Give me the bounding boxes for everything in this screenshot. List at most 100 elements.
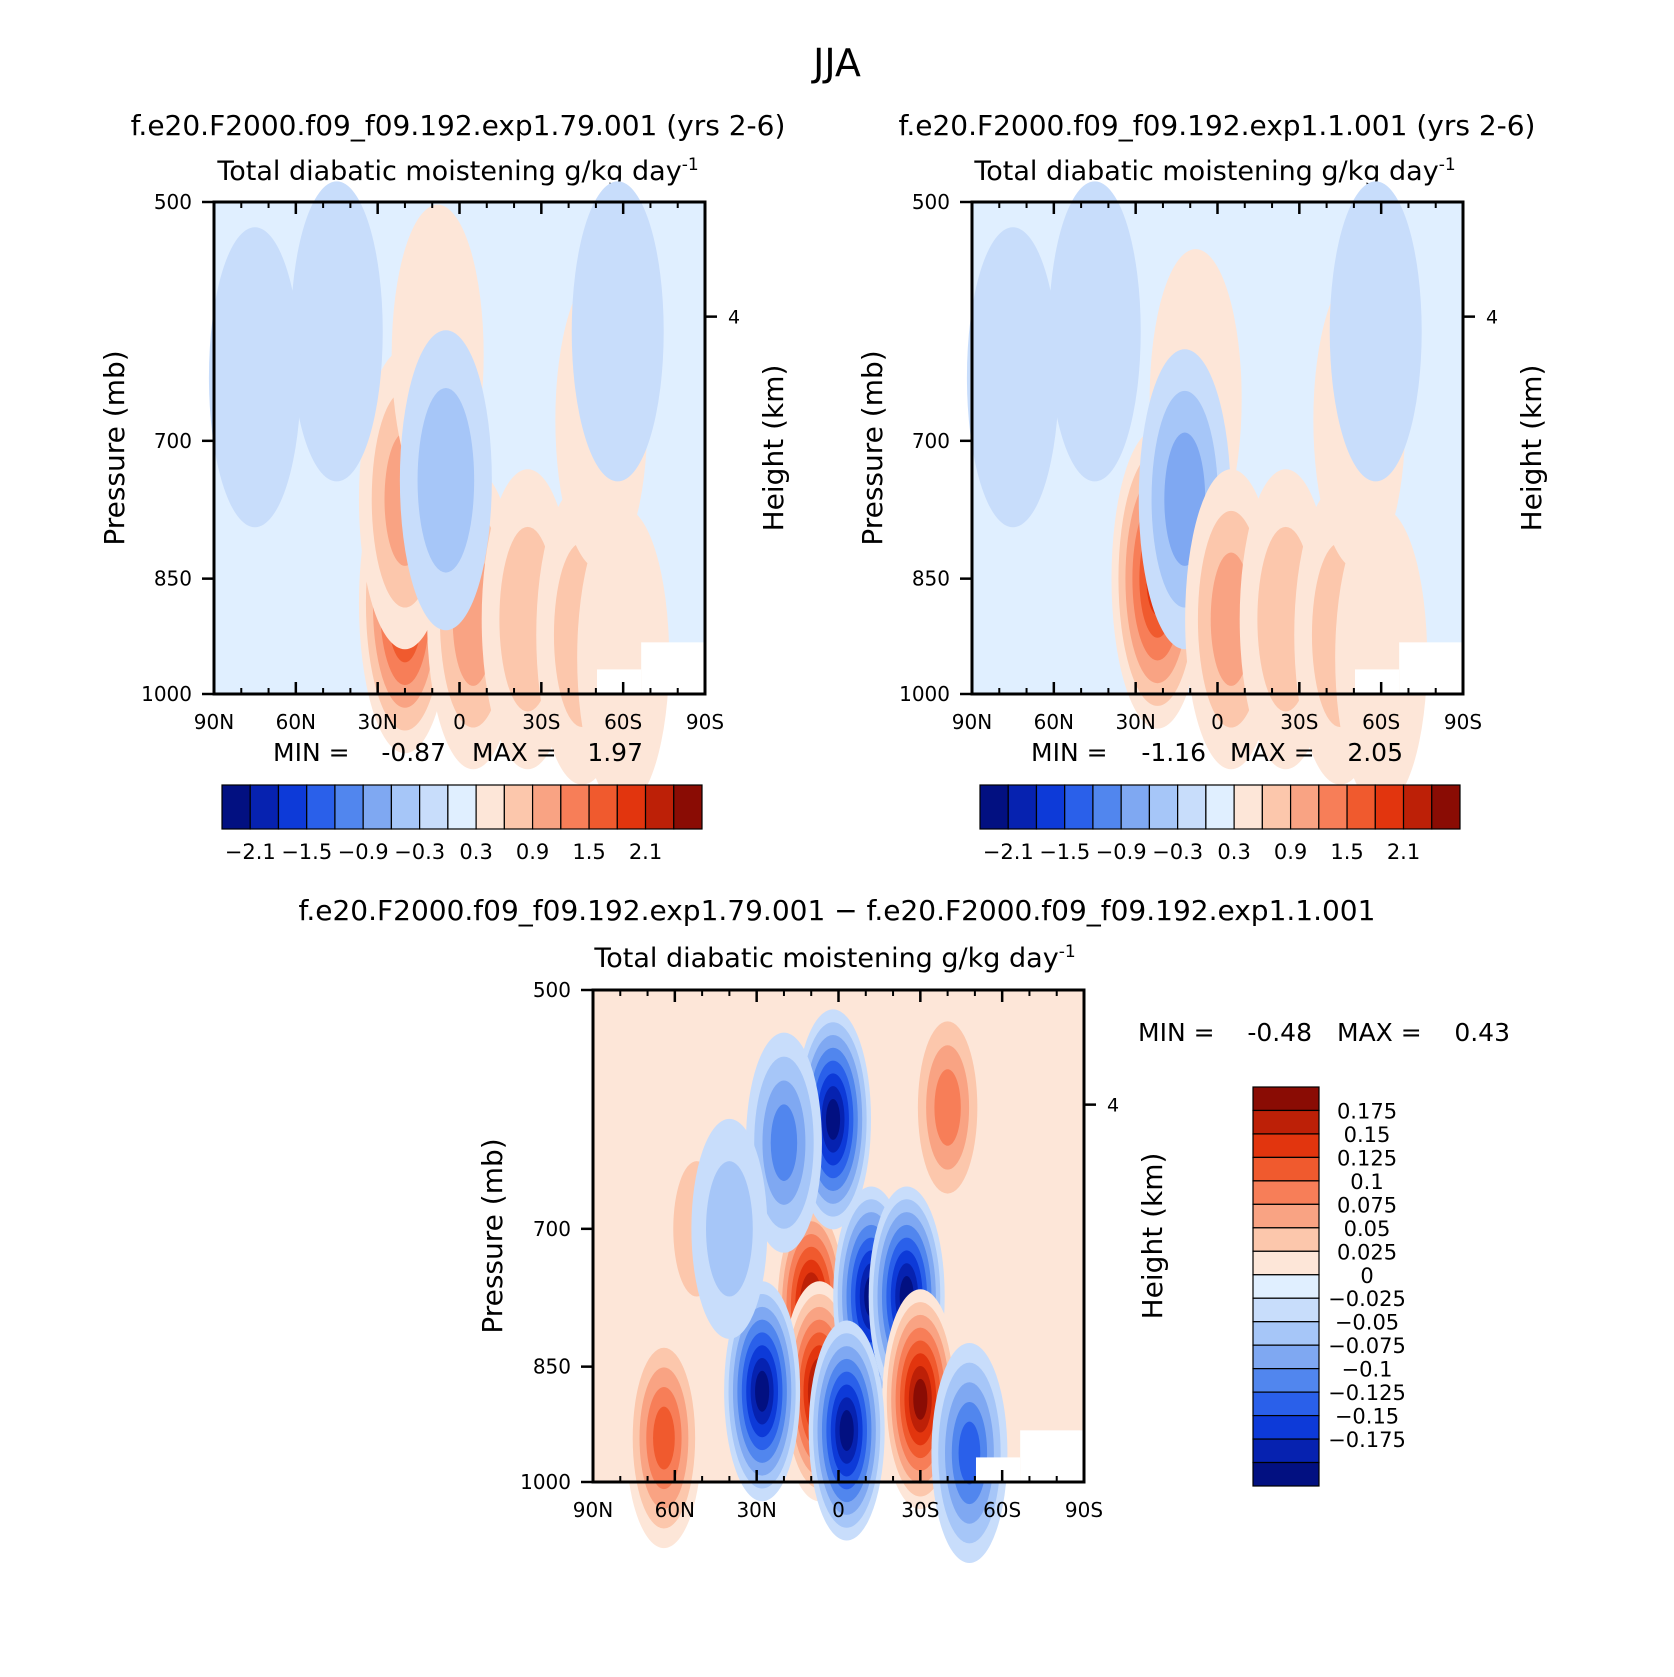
x-tick-label: 60N [276,710,316,734]
panel-1-ylabel: Pressure (mb) [98,350,131,545]
x-tick-label: 90S [686,710,724,734]
panel-1-field [208,181,705,808]
panel-1-max-label: MAX = [472,738,557,767]
x-tick-label: 60S [604,710,642,734]
panel-3: f.e20.F2000.f09_f09.192.exp1.79.001 − f.… [299,894,1510,1564]
colorbar-box [531,784,562,830]
y-tick-label: 1000 [141,682,192,706]
colorbar-box [249,784,280,830]
contour-level [577,507,670,808]
panel-2-ticks: 90N 60N 30N 0 30S 60S 90S 500 700 850 1000 4 [899,190,1498,734]
panel-1: f.e20.F2000.f09_f09.192.exp1.79.001 (yrs… [98,109,790,864]
colorbar-box [1233,784,1263,830]
panel-1-title: f.e20.F2000.f09_f09.192.exp1.79.001 (yrs… [131,109,786,142]
colorbar-label: 1.5 [572,840,605,864]
panel-2-max-value: 2.05 [1347,738,1403,767]
figure-title: JJA [811,41,861,85]
colorbar-box [644,784,675,830]
y-tick-label: 700 [154,429,192,453]
colorbar-box [979,784,1009,830]
x-tick-label: 90N [573,1498,613,1522]
colorbar-box [1252,1344,1320,1370]
panel-2-y2label: Height (km) [1515,365,1548,532]
colorbar-label: 0.125 [1337,1146,1397,1170]
colorbar-label: −0.3 [394,840,445,864]
colorbar-box [221,784,251,830]
colorbar-box [1252,1250,1320,1276]
colorbar-box [1120,784,1151,830]
colorbar-label: −2.1 [225,840,276,864]
colorbar-box [1289,784,1320,830]
contour-level [934,1069,961,1146]
panel-1-min-value: -0.87 [381,738,446,767]
colorbar-box [362,784,393,830]
panel-3-subtitle: Total diabatic moistening g/kg day-1 [593,942,1075,974]
contour-level [913,1378,928,1420]
panel-2-colorbar: −2.1 −1.5 −0.9 −0.3 0.3 0.9 1.5 2.1 [979,784,1461,864]
colorbar-label: 0.1 [1350,1170,1383,1194]
y2-tick-label: 4 [728,307,740,329]
colorbar-label: 0.075 [1337,1193,1397,1217]
panel-2-max-label: MAX = [1230,738,1315,767]
colorbar-box [1064,784,1094,830]
colorbar-label: −0.025 [1328,1287,1406,1311]
colorbar-label: 0.05 [1344,1217,1391,1241]
panel-3-field [593,990,1084,1564]
x-tick-label: 0 [453,710,466,734]
colorbar-box [1148,784,1179,830]
panel-1-subtitle: Total diabatic moistening g/kg day-1 [216,155,698,187]
panel-3-min-value: -0.48 [1247,1018,1312,1047]
contour-level [653,1406,675,1470]
colorbar-label: −0.1 [1342,1358,1393,1382]
missing-data-patch [1399,642,1462,693]
contour-level [417,387,475,573]
colorbar-box [503,784,534,830]
colorbar-box [560,784,590,830]
colorbar-label: −0.9 [338,840,389,864]
x-tick-label: 60N [1034,710,1074,734]
colorbar-box [1318,784,1348,830]
y-tick-label: 850 [154,567,192,591]
colorbar-box [673,784,703,830]
panel-3-title: f.e20.F2000.f09_f09.192.exp1.79.001 − f.… [299,894,1376,927]
colorbar-box [277,784,308,830]
panel-1-max-value: 1.97 [587,738,643,767]
y-tick-label: 700 [533,1217,571,1241]
panel-2-subtitle: Total diabatic moistening g/kg day-1 [973,155,1455,187]
colorbar-box [419,784,449,830]
colorbar-box [1346,784,1376,830]
x-tick-label: 90S [1444,710,1482,734]
colorbar-label: −2.1 [983,840,1034,864]
colorbar-box [1252,1391,1320,1417]
contour-level [964,1118,1041,1339]
colorbar-box [588,784,618,830]
colorbar-label: 0 [1360,1264,1373,1288]
colorbar-label: −0.9 [1096,840,1147,864]
missing-data-patch [1354,669,1400,693]
x-tick-label: 30N [1115,710,1155,734]
contour-level [825,1098,841,1140]
y-tick-label: 500 [912,190,950,214]
x-tick-label: 90N [952,710,992,734]
colorbar-label: 0.175 [1337,1099,1397,1123]
x-tick-label: 60N [655,1498,695,1522]
panel-2-title: f.e20.F2000.f09_f09.192.exp1.1.001 (yrs … [899,109,1536,142]
panel-2-ylabel: Pressure (mb) [856,350,889,545]
panel-3-ticks: 90N 60N 30N 0 30S 60S 90S 500 700 850 1000 4 [520,978,1119,1522]
x-tick-label: 60S [1362,710,1400,734]
panel-3-ylabel: Pressure (mb) [476,1138,509,1333]
colorbar-label: 1.5 [1330,840,1363,864]
contour-level [839,1410,854,1451]
colorbar-label: 0.025 [1337,1240,1397,1264]
colorbar-box [1252,1227,1320,1252]
missing-data-patch [1020,1430,1083,1481]
x-tick-label: 30N [736,1498,776,1522]
panel-3-max-label: MAX = [1337,1018,1422,1047]
y-tick-label: 500 [533,978,571,1002]
x-tick-label: 0 [832,1498,845,1522]
x-tick-label: 0 [1211,710,1224,734]
x-tick-label: 90S [1065,1498,1103,1522]
colorbar-box [1252,1297,1320,1323]
colorbar-box [1252,1180,1320,1205]
y-tick-label: 1000 [899,682,950,706]
